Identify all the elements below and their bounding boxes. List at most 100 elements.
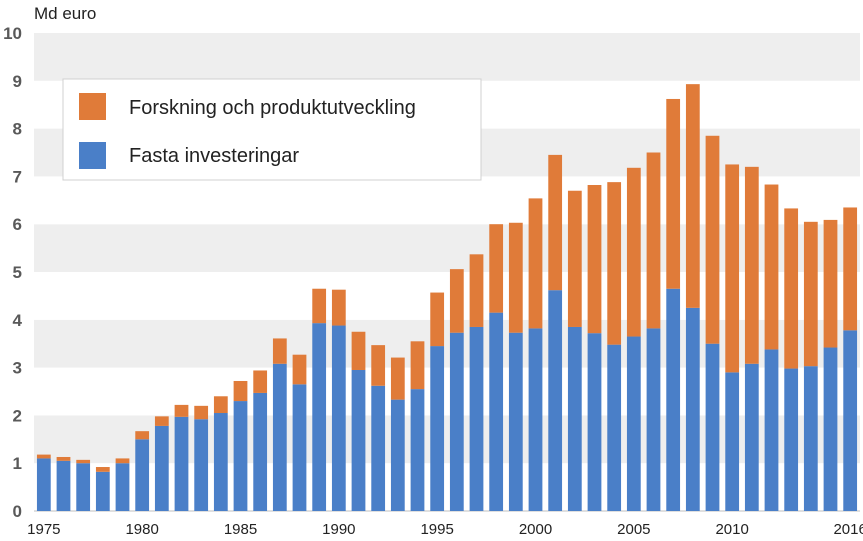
y-tick-label: 3 bbox=[13, 359, 22, 378]
bar-fasta-1989 bbox=[312, 323, 327, 511]
bar-fasta-2010 bbox=[725, 372, 740, 511]
bar-forskning-1991 bbox=[351, 331, 366, 370]
bar-fasta-2011 bbox=[744, 363, 759, 511]
x-tick-label: 2016 bbox=[833, 521, 863, 538]
bar-fasta-1990 bbox=[331, 325, 346, 511]
bar-forskning-1975 bbox=[36, 454, 51, 459]
bar-fasta-1995 bbox=[430, 346, 445, 511]
bar-forskning-1976 bbox=[56, 456, 71, 461]
bar-fasta-2001 bbox=[548, 290, 563, 511]
grid-band bbox=[34, 33, 860, 81]
bar-forskning-1993 bbox=[390, 357, 405, 400]
bar-forskning-1996 bbox=[449, 269, 464, 333]
bar-forskning-1986 bbox=[253, 370, 268, 393]
bar-fasta-2012 bbox=[764, 349, 779, 511]
bar-forskning-2001 bbox=[548, 154, 563, 291]
y-tick-label: 7 bbox=[13, 167, 22, 186]
y-tick-label: 6 bbox=[13, 215, 22, 234]
bar-forskning-2013 bbox=[784, 208, 799, 369]
bar-forskning-1981 bbox=[154, 416, 169, 426]
bar-forskning-1983 bbox=[194, 405, 209, 420]
bars bbox=[36, 84, 858, 511]
legend-label-fasta: Fasta investeringar bbox=[129, 145, 299, 167]
bar-forskning-1989 bbox=[312, 288, 327, 324]
bar-forskning-2006 bbox=[646, 152, 661, 329]
bar-fasta-2016 bbox=[843, 330, 858, 511]
grid-band bbox=[34, 415, 860, 464]
bar-fasta-1983 bbox=[194, 419, 209, 511]
bar-fasta-1984 bbox=[213, 413, 228, 511]
bar-forskning-2004 bbox=[607, 182, 622, 345]
bar-fasta-1993 bbox=[390, 399, 405, 511]
bar-forskning-2011 bbox=[744, 166, 759, 364]
y-tick-label: 1 bbox=[13, 454, 22, 473]
bar-forskning-1987 bbox=[272, 338, 287, 364]
bar-forskning-1978 bbox=[95, 467, 110, 472]
bar-forskning-2016 bbox=[843, 207, 858, 331]
legend: Forskning och produktutveckling Fasta in… bbox=[62, 78, 482, 181]
x-tick-label: 2010 bbox=[715, 521, 748, 538]
y-tick-label: 2 bbox=[13, 406, 22, 425]
bar-fasta-2002 bbox=[567, 326, 582, 511]
x-tick-labels: 1975 1980 1985 1990 1995 2000 2005 2010 2016 bbox=[27, 521, 863, 538]
bar-fasta-1985 bbox=[233, 401, 248, 511]
grid-band bbox=[34, 367, 860, 416]
bar-fasta-1994 bbox=[410, 389, 425, 511]
bar-fasta-2004 bbox=[607, 344, 622, 511]
bar-forskning-1977 bbox=[76, 459, 91, 464]
bar-forskning-1980 bbox=[135, 431, 150, 440]
bar-forskning-1998 bbox=[489, 224, 504, 313]
bar-fasta-1980 bbox=[135, 439, 150, 511]
bar-fasta-1975 bbox=[36, 458, 51, 511]
bar-forskning-1995 bbox=[430, 292, 445, 347]
legend-label-forskning: Forskning och produktutveckling bbox=[129, 97, 416, 119]
bar-forskning-2008 bbox=[685, 84, 700, 308]
bar-forskning-2002 bbox=[567, 190, 582, 327]
y-tick-label: 5 bbox=[13, 263, 22, 282]
bar-forskning-2000 bbox=[528, 198, 543, 329]
grid-band bbox=[34, 319, 860, 368]
bar-forskning-2015 bbox=[823, 219, 838, 348]
bar-fasta-2005 bbox=[626, 336, 641, 511]
grid-band bbox=[34, 463, 860, 511]
bar-fasta-1997 bbox=[469, 326, 484, 511]
x-tick-label: 2000 bbox=[519, 521, 552, 538]
bar-fasta-2015 bbox=[823, 347, 838, 511]
bar-fasta-1978 bbox=[95, 471, 110, 511]
bar-fasta-1981 bbox=[154, 425, 169, 511]
bar-forskning-2007 bbox=[666, 98, 681, 289]
bar-fasta-1987 bbox=[272, 363, 287, 511]
bar-fasta-1986 bbox=[253, 392, 268, 511]
bar-forskning-1979 bbox=[115, 458, 130, 464]
bar-fasta-2014 bbox=[803, 366, 818, 511]
y-tick-label: 8 bbox=[13, 120, 22, 139]
grid-band bbox=[34, 176, 860, 225]
bar-forskning-1982 bbox=[174, 404, 189, 417]
y-tick-label: 0 bbox=[13, 502, 22, 521]
bar-fasta-1976 bbox=[56, 460, 71, 511]
x-tick-label: 2005 bbox=[617, 521, 650, 538]
bar-forskning-2005 bbox=[626, 167, 641, 337]
bar-fasta-2000 bbox=[528, 328, 543, 511]
y-axis-label: Md euro bbox=[34, 4, 96, 23]
bar-forskning-1994 bbox=[410, 341, 425, 390]
bar-forskning-2012 bbox=[764, 184, 779, 350]
grid-band bbox=[34, 224, 860, 272]
bar-forskning-1990 bbox=[331, 289, 346, 326]
bar-fasta-1998 bbox=[489, 312, 504, 511]
bar-forskning-1992 bbox=[371, 345, 386, 386]
bar-fasta-1988 bbox=[292, 384, 307, 511]
bar-fasta-1999 bbox=[508, 332, 523, 511]
bar-fasta-1996 bbox=[449, 332, 464, 511]
bar-forskning-1984 bbox=[213, 396, 228, 414]
bar-fasta-2013 bbox=[784, 368, 799, 511]
x-tick-label: 1990 bbox=[322, 521, 355, 538]
bar-forskning-2003 bbox=[587, 185, 602, 334]
bar-fasta-2006 bbox=[646, 328, 661, 511]
bar-fasta-2007 bbox=[666, 288, 681, 511]
bar-fasta-1991 bbox=[351, 369, 366, 511]
x-tick-label: 1975 bbox=[27, 521, 60, 538]
x-tick-label: 1985 bbox=[224, 521, 257, 538]
bar-forskning-1988 bbox=[292, 354, 307, 385]
